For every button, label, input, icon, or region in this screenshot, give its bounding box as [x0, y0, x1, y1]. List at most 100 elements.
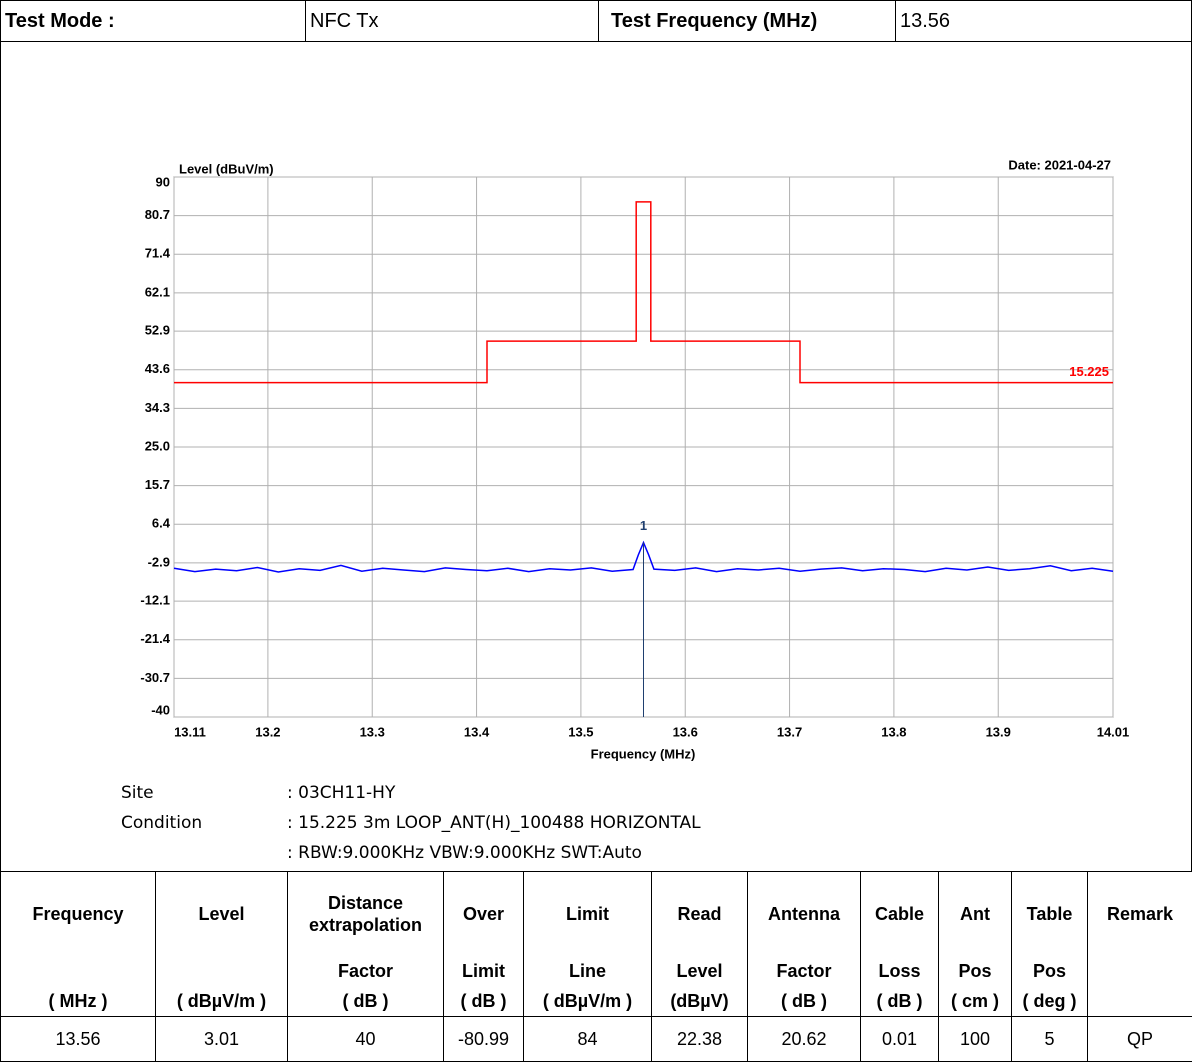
- column-sub: Loss: [878, 961, 921, 981]
- column-sub: Factor: [337, 961, 393, 981]
- x-tick-label: 13.2: [255, 724, 280, 739]
- column-unit: ( deg ): [1022, 991, 1077, 1011]
- column-name: Limit: [566, 904, 609, 924]
- column-name: Ant: [960, 904, 990, 924]
- column-sub: Limit: [462, 961, 505, 981]
- header-cell: Frequency ( MHz ): [0, 871, 156, 1017]
- column-unit: ( cm ): [950, 991, 999, 1011]
- y-tick-label: 43.6: [145, 361, 170, 376]
- site-value: : 03CH11-HY: [287, 783, 396, 803]
- column-name: Remark: [1106, 904, 1174, 924]
- x-tick-label: 13.9: [986, 724, 1011, 739]
- marker-label: 1: [640, 518, 647, 533]
- cell: QP: [1087, 1016, 1192, 1062]
- cell: 20.62: [747, 1016, 861, 1062]
- header-cell: Limit Line ( dBµV/m ): [523, 871, 652, 1017]
- condition-label: Condition: [121, 813, 203, 833]
- header-cell: Table Pos ( deg ): [1011, 871, 1088, 1017]
- cell: 3.01: [155, 1016, 288, 1062]
- spacer: [1088, 956, 1192, 986]
- header-cell: Antenna Factor ( dB ): [747, 871, 861, 1017]
- column-sub: Level: [676, 961, 723, 981]
- y-tick-label: -40: [151, 702, 170, 717]
- y-tick-label: 6.4: [152, 516, 171, 531]
- cell: 84: [523, 1016, 652, 1062]
- label: Test Mode :: [0, 0, 306, 42]
- column-name: Distance extrapolation: [308, 893, 423, 935]
- column-unit: ( dB ): [781, 991, 827, 1011]
- column-unit: ( dB ): [342, 991, 389, 1011]
- line: [173, 540, 1114, 573]
- column-sub: Pos: [958, 961, 992, 981]
- y-tick-label: 80.7: [145, 207, 170, 222]
- x-tick-label: 13.7: [777, 724, 802, 739]
- cell: 40: [287, 1016, 444, 1062]
- x-tick-label: 13.11: [174, 724, 206, 739]
- chart: Level (dBuV/m) Date: 2021-04-27 Frequenc…: [140, 157, 1130, 761]
- value: 13.56: [895, 0, 1192, 42]
- condition: : 15.225 3m LOOP_ANT(H)_100488 HORIZONTA…: [287, 813, 701, 833]
- line: [174, 201, 1113, 384]
- y-tick-label: -2.9: [148, 554, 170, 569]
- header-cell: Over Limit ( dB ): [443, 871, 524, 1017]
- header-cell: Read Level (dBµV): [651, 871, 748, 1017]
- column-sub: Pos: [1032, 961, 1066, 981]
- spacer: [156, 956, 287, 986]
- x-tick-label: 13.6: [673, 724, 698, 739]
- header-cell: Cable Loss ( dB ): [860, 871, 939, 1017]
- cell: 100: [938, 1016, 1012, 1062]
- header-cell: Ant Pos ( cm ): [938, 871, 1012, 1017]
- x-tick-label: 13.8: [881, 724, 906, 739]
- header-cell: Level ( dBµV/m ): [155, 871, 288, 1017]
- label: Test Frequency (MHz): [598, 0, 896, 42]
- y-tick-label: 34.3: [145, 400, 170, 415]
- y-tick-label: 62.1: [145, 284, 170, 299]
- x-tick-label: 13.5: [568, 724, 593, 739]
- spacer: [1, 956, 155, 986]
- y-tick-label: -12.1: [140, 593, 170, 608]
- y-tick-label: 52.9: [145, 323, 170, 338]
- header-cell: Distance extrapolation Factor ( dB ): [287, 871, 444, 1017]
- column-unit: (dBµV): [670, 991, 729, 1011]
- y-tick-label: 15.7: [145, 477, 170, 492]
- cell: 5: [1011, 1016, 1088, 1062]
- column-name: Cable: [874, 904, 925, 924]
- value: NFC Tx: [305, 0, 599, 42]
- column-name: Frequency: [32, 904, 124, 924]
- column-sub: Line: [568, 961, 606, 981]
- cell: 0.01: [860, 1016, 939, 1062]
- site-label: Site: [121, 783, 154, 803]
- column-sub: Factor: [776, 961, 832, 981]
- y-axis-label: Level (dBuV/m): [179, 161, 274, 176]
- x-tick-label: 13.4: [464, 724, 490, 739]
- series-label: 15.225: [1069, 364, 1109, 379]
- cell: 13.56: [0, 1016, 156, 1062]
- date: Date: 2021-04-27: [1008, 157, 1111, 172]
- condition: : RBW:9.000KHz VBW:9.000KHz SWT:Auto: [287, 843, 642, 863]
- column-name: Antenna: [768, 904, 840, 924]
- y-tick-label: -21.4: [140, 631, 170, 646]
- column-unit: ( dBµV/m ): [542, 991, 633, 1011]
- column-name: Read: [677, 904, 722, 924]
- x-tick-label: 14.01: [1097, 724, 1130, 739]
- cell: 22.38: [651, 1016, 748, 1062]
- y-tick-label: 71.4: [145, 246, 171, 261]
- result-table: Frequency ( MHz ) Level ( dBµV/m ) Distance …: [0, 871, 1192, 1062]
- header-cell: Remark: [1087, 871, 1192, 1017]
- y-tick-label: 90: [156, 174, 170, 189]
- column-unit: ( MHz ): [48, 991, 108, 1011]
- column-unit: ( dB ): [460, 991, 507, 1011]
- y-tick-label: 25.0: [145, 438, 170, 453]
- column-name: Table: [1026, 904, 1073, 924]
- cell: -80.99: [443, 1016, 524, 1062]
- column-unit: ( dB ): [876, 991, 923, 1011]
- y-tick-label: -30.7: [140, 670, 170, 685]
- column-name: Over: [462, 904, 505, 924]
- column-name: Level: [198, 904, 245, 924]
- x-tick-label: 13.3: [360, 724, 385, 739]
- row: 13.56 3.01 40 -80.99 84 22.38 20.62 0.01 100 5 QP: [0, 1016, 1192, 1062]
- column-unit: ( dBµV/m ): [176, 991, 267, 1011]
- x-axis-label: Frequency (MHz): [591, 746, 696, 761]
- chart-box: Level (dBuV/m) Date: 2021-04-27 Frequenc…: [0, 42, 1192, 871]
